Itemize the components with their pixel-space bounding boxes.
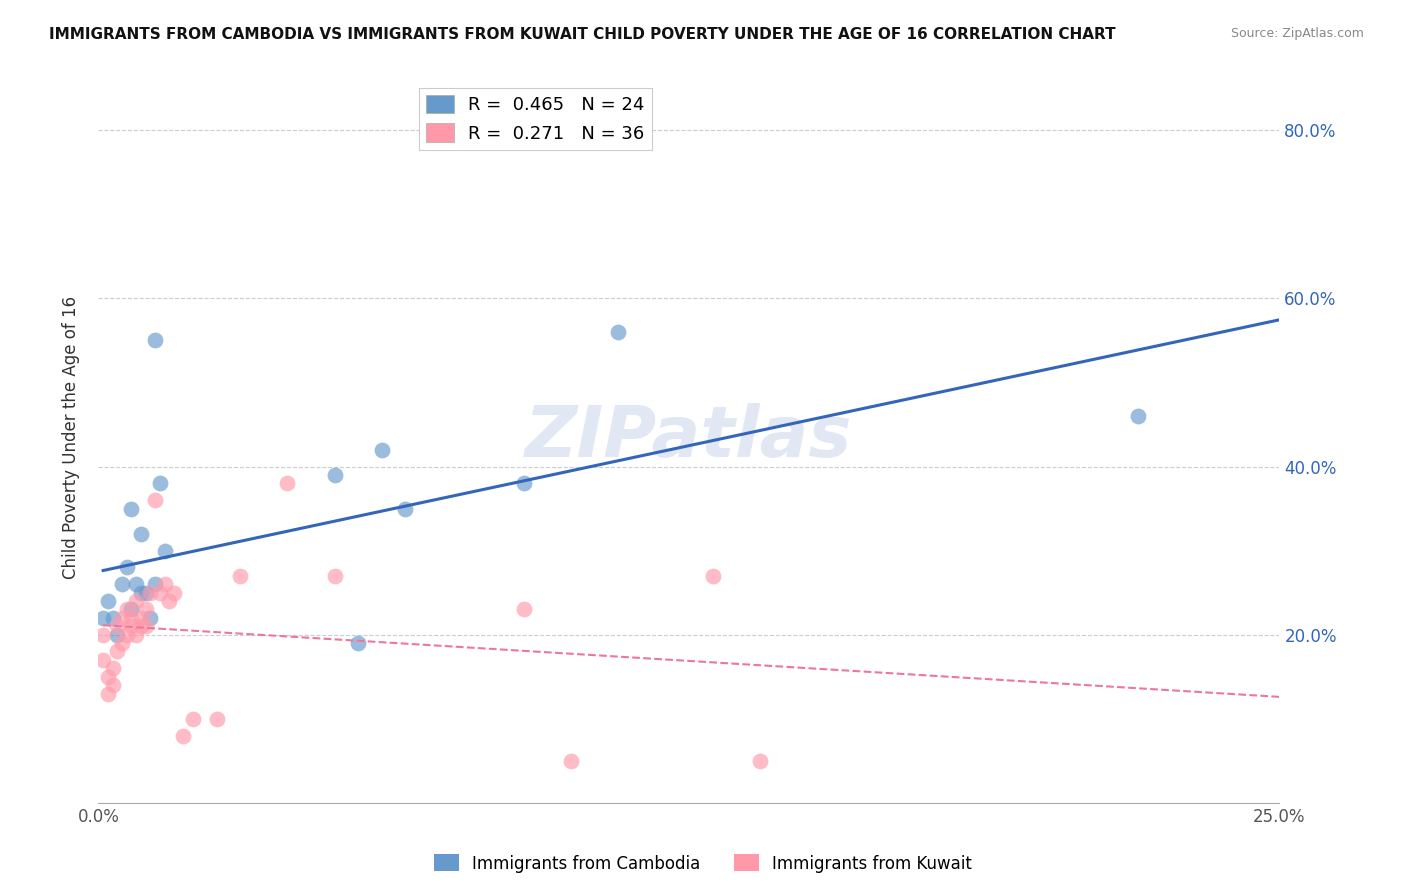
Point (91, 627, 114, 641)
Point (143, 577, 166, 591)
Point (101, 678, 124, 692)
Point (172, 729, 194, 743)
Legend: R =  0.465   N = 24, R =  0.271   N = 36: R = 0.465 N = 24, R = 0.271 N = 36 (419, 87, 651, 150)
Legend: Immigrants from Cambodia, Immigrants from Kuwait: Immigrants from Cambodia, Immigrants fro… (427, 847, 979, 880)
Point (323, 569, 346, 583)
Point (101, 611, 124, 625)
Point (97, 670, 120, 684)
Point (163, 585, 186, 599)
Point (121, 501, 143, 516)
Point (121, 611, 143, 625)
Point (115, 602, 138, 616)
Point (143, 493, 166, 508)
Point (105, 644, 128, 658)
Point (121, 619, 143, 633)
Point (105, 619, 128, 633)
Point (97, 686, 120, 700)
Point (181, 712, 204, 726)
Point (347, 636, 370, 650)
Point (149, 585, 172, 599)
Point (323, 467, 346, 482)
Point (111, 611, 134, 625)
Point (512, 476, 534, 491)
Point (129, 611, 152, 625)
Point (748, 754, 770, 768)
Point (129, 526, 152, 541)
Point (276, 476, 298, 491)
Point (121, 602, 143, 616)
Point (115, 560, 138, 574)
Point (91, 653, 114, 667)
Point (97, 594, 120, 608)
Point (135, 602, 157, 616)
Point (153, 577, 176, 591)
Point (129, 619, 152, 633)
Text: Source: ZipAtlas.com: Source: ZipAtlas.com (1230, 27, 1364, 40)
Point (139, 611, 162, 625)
Point (105, 627, 128, 641)
Point (111, 636, 134, 650)
Point (111, 577, 134, 591)
Point (205, 712, 228, 726)
Point (1126, 409, 1149, 423)
Point (91, 611, 114, 625)
Point (125, 594, 148, 608)
Point (135, 619, 157, 633)
Point (229, 569, 252, 583)
Point (139, 585, 162, 599)
Text: ZIPatlas: ZIPatlas (526, 402, 852, 472)
Point (702, 569, 724, 583)
Point (512, 602, 534, 616)
Text: IMMIGRANTS FROM CAMBODIA VS IMMIGRANTS FROM KUWAIT CHILD POVERTY UNDER THE AGE O: IMMIGRANTS FROM CAMBODIA VS IMMIGRANTS F… (49, 27, 1116, 42)
Point (153, 543, 176, 558)
Point (371, 442, 394, 457)
Point (607, 325, 630, 339)
Point (560, 754, 582, 768)
Y-axis label: Child Poverty Under the Age of 16: Child Poverty Under the Age of 16 (62, 295, 80, 579)
Point (125, 627, 148, 641)
Point (157, 594, 180, 608)
Point (149, 476, 172, 491)
Point (115, 627, 138, 641)
Point (143, 334, 166, 348)
Point (101, 661, 124, 675)
Point (129, 585, 152, 599)
Point (125, 577, 148, 591)
Point (135, 585, 157, 599)
Point (394, 501, 416, 516)
